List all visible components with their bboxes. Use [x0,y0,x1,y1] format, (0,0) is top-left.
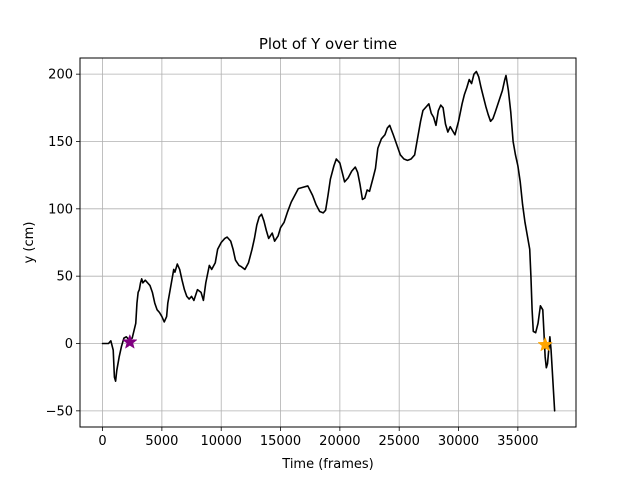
x-tick-label: 20000 [319,434,360,449]
x-axis-label: Time (frames) [281,457,373,472]
y-tick-label: 0 [65,337,73,352]
y-tick-label: 50 [56,270,73,285]
grid-layer [80,58,576,427]
plot-frame [79,57,577,428]
tick-layer: 0 5000 10000 15000 20000 25000 30000 35000 −50 0 5… [46,68,539,449]
chart-title: Plot of Y over time [259,35,397,53]
star-marker-0 [122,333,138,349]
x-tick-label: 35000 [497,434,538,449]
series-layer [101,70,556,412]
y-tick-label: 100 [48,202,73,217]
marker-layer [122,333,553,352]
y-axis-label: y (cm) [22,222,37,264]
y-tick-label: 200 [48,68,73,83]
y-tick-label: −50 [46,404,73,419]
x-tick-label: 5000 [145,434,178,449]
x-tick-label: 30000 [438,434,479,449]
x-tick-label: 15000 [260,434,301,449]
x-tick-label: 25000 [379,434,420,449]
x-tick-label: 0 [98,434,106,449]
x-tick-label: 10000 [201,434,242,449]
star-marker-1 [537,336,553,352]
series-line-0 [101,70,556,412]
y-tick-label: 150 [48,135,73,150]
